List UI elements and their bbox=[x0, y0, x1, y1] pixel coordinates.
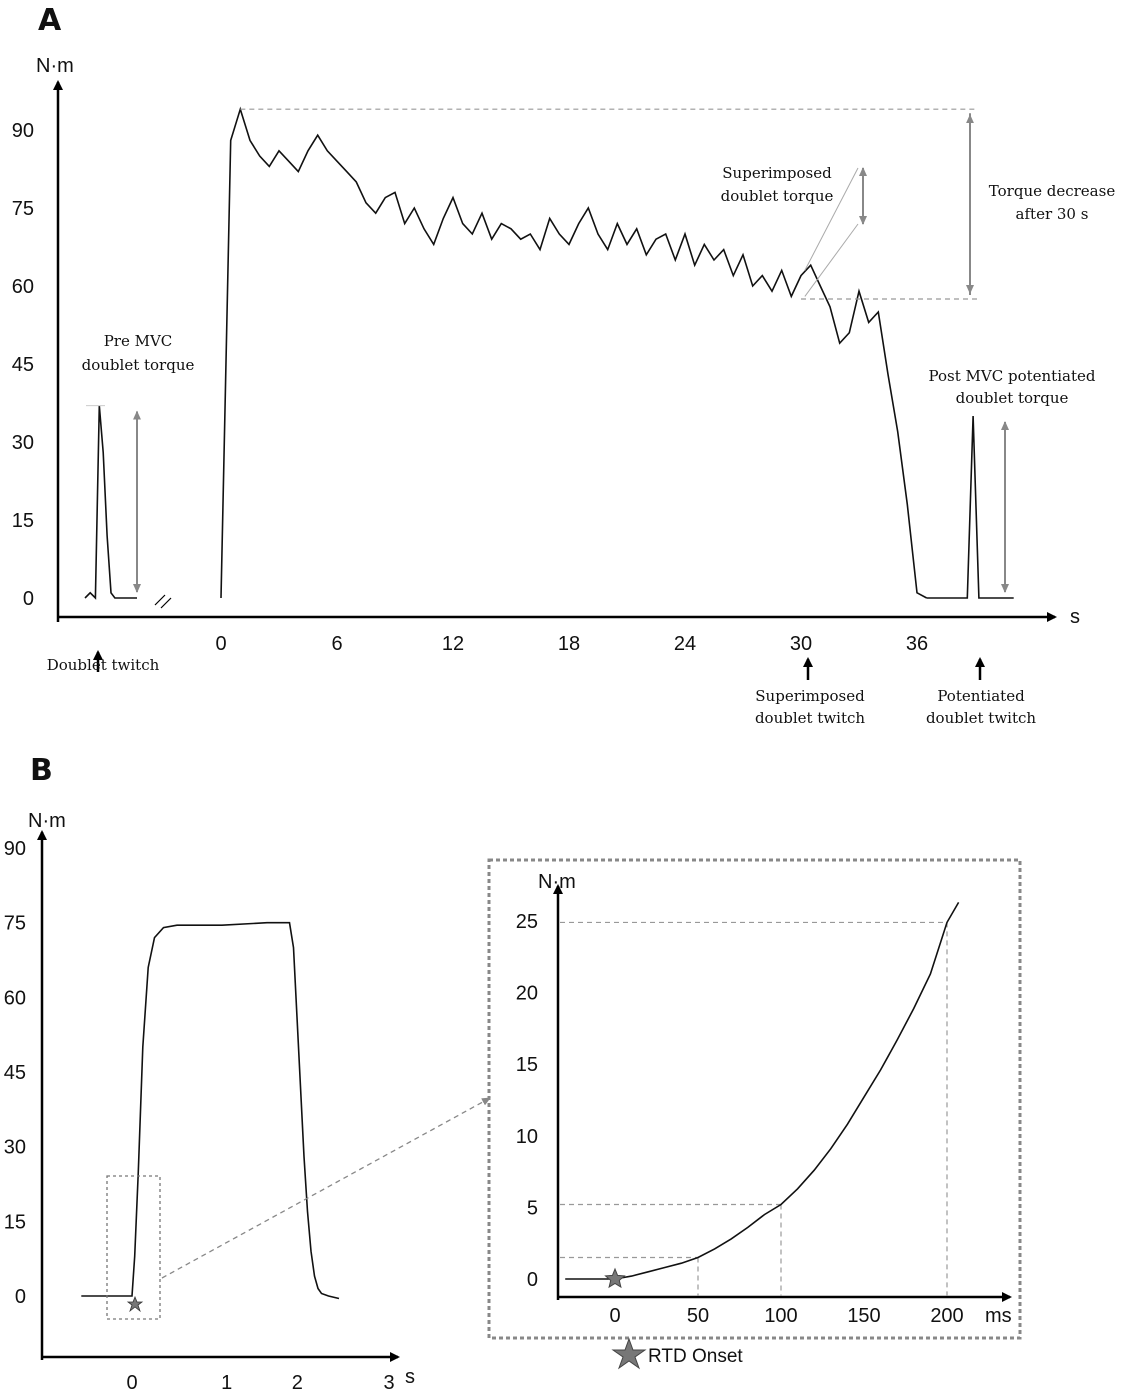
inset-ylabel: N·m bbox=[538, 871, 576, 893]
panel-b-xlabel: s bbox=[405, 1366, 415, 1388]
superimposed-guide-line bbox=[804, 167, 859, 271]
rtd-onset-star-icon bbox=[126, 1295, 144, 1313]
axis-break-mark bbox=[160, 597, 172, 609]
zoom-region-box bbox=[106, 1175, 161, 1320]
panel-a-ylabel: N·m bbox=[36, 55, 74, 77]
panel-a-y-tick-label: 0 bbox=[23, 588, 34, 610]
panel-a-y-tick-label: 45 bbox=[12, 354, 34, 376]
inset-torque-trace bbox=[565, 901, 960, 1280]
inset-y-tick-label: 0 bbox=[527, 1269, 538, 1291]
rtd-onset-legend-label: RTD Onset bbox=[648, 1346, 743, 1367]
panel-b-y-tick-label: 0 bbox=[15, 1286, 26, 1308]
superimposed-twitch-label-line1: Superimposed bbox=[755, 687, 865, 705]
pre-mvc-label-line2: doublet torque bbox=[82, 356, 195, 374]
panel-a-x-tick-label: 30 bbox=[790, 633, 812, 655]
inset-y-tick-label: 25 bbox=[516, 911, 538, 933]
pre-mvc-twitch-trace bbox=[84, 405, 137, 600]
inset-y-ticks: 0 5 10 15 20 25 bbox=[516, 911, 538, 1291]
inset-plot bbox=[560, 901, 960, 1296]
panel-a-y-ticks: 0 15 30 45 60 75 90 bbox=[12, 120, 34, 610]
panel-a-x-tick-label: 0 bbox=[215, 633, 226, 655]
panel-b-x-tick-label: 0 bbox=[126, 1372, 137, 1394]
panel-a-y-tick-label: 75 bbox=[12, 198, 34, 220]
panel-b-plot bbox=[81, 921, 340, 1313]
panel-b-x-tick-label: 3 bbox=[383, 1372, 394, 1394]
post-mvc-twitch-trace bbox=[926, 415, 1014, 599]
superimposed-torque-label-line2: doublet torque bbox=[721, 187, 834, 205]
post-mvc-label-line2: doublet torque bbox=[956, 389, 1069, 407]
panel-a-y-tick-label: 30 bbox=[12, 432, 34, 454]
inset-y-tick-label: 15 bbox=[516, 1054, 538, 1076]
superimposed-torque-label-line1: Superimposed bbox=[722, 164, 832, 182]
panel-a-y-tick-label: 60 bbox=[12, 276, 34, 298]
mvc-torque-trace bbox=[220, 106, 928, 599]
panel-a-x-ticks: 0 6 12 18 24 30 36 bbox=[215, 633, 928, 655]
panel-a-y-tick-label: 90 bbox=[12, 120, 34, 142]
post-mvc-label-line1: Post MVC potentiated bbox=[929, 367, 1096, 385]
inset-x-tick-label: 200 bbox=[930, 1305, 963, 1327]
panel-b-torque-trace bbox=[81, 921, 340, 1300]
doublet-twitch-label: Doublet twitch bbox=[47, 656, 160, 674]
inset-x-tick-label: 150 bbox=[847, 1305, 880, 1327]
rtd-onset-star-icon bbox=[611, 1337, 647, 1370]
inset-x-ticks: 0 50 100 150 200 bbox=[609, 1305, 963, 1327]
panel-b-y-tick-label: 90 bbox=[4, 838, 26, 860]
inset-x-tick-label: 100 bbox=[764, 1305, 797, 1327]
superimposed-twitch-label-line2: doublet twitch bbox=[755, 709, 865, 727]
superimposed-guide-line bbox=[804, 223, 859, 297]
panel-b-ylabel: N·m bbox=[28, 810, 66, 832]
zoom-connector-arrow bbox=[161, 1097, 491, 1279]
panel-b-y-tick-label: 75 bbox=[4, 913, 26, 935]
panel-a-x-tick-label: 18 bbox=[558, 633, 580, 655]
panel-a-plot bbox=[84, 106, 1014, 600]
axis-break-mark bbox=[154, 594, 166, 606]
panel-a-label: A bbox=[38, 3, 62, 38]
panel-b-label: B bbox=[30, 753, 53, 788]
inset-x-tick-label: 50 bbox=[687, 1305, 709, 1327]
panel-a-xlabel: s bbox=[1070, 606, 1080, 628]
panel-a-x-tick-label: 12 bbox=[442, 633, 464, 655]
potentiated-twitch-label-line2: doublet twitch bbox=[926, 709, 1036, 727]
potentiated-twitch-label-line1: Potentiated bbox=[937, 687, 1025, 705]
pre-mvc-label-line1: Pre MVC bbox=[104, 332, 173, 350]
panel-b-x-tick-label: 2 bbox=[292, 1372, 303, 1394]
inset-y-tick-label: 10 bbox=[516, 1126, 538, 1148]
rtd-onset-star-icon bbox=[604, 1267, 626, 1289]
inset-y-tick-label: 20 bbox=[516, 983, 538, 1005]
inset-x-tick-label: 0 bbox=[609, 1305, 620, 1327]
panel-a-x-tick-label: 36 bbox=[906, 633, 928, 655]
panel-b-y-tick-label: 45 bbox=[4, 1062, 26, 1084]
panel-b-x-ticks: 0 1 2 3 bbox=[126, 1372, 394, 1394]
panel-a-x-tick-label: 24 bbox=[674, 633, 696, 655]
inset-frame bbox=[487, 858, 1022, 1340]
panel-b-x-tick-label: 1 bbox=[221, 1372, 232, 1394]
panel-a-x-tick-label: 6 bbox=[331, 633, 342, 655]
panel-b-y-ticks: 0 15 30 45 60 75 90 bbox=[4, 838, 26, 1308]
panel-b-y-tick-label: 15 bbox=[4, 1211, 26, 1233]
panel-a-y-tick-label: 15 bbox=[12, 510, 34, 532]
inset-y-tick-label: 5 bbox=[527, 1197, 538, 1219]
inset-xlabel: ms bbox=[985, 1305, 1012, 1327]
torque-decrease-label-line1: Torque decrease bbox=[989, 182, 1116, 200]
panel-b-y-tick-label: 30 bbox=[4, 1137, 26, 1159]
panel-b-y-tick-label: 60 bbox=[4, 987, 26, 1009]
torque-decrease-label-line2: after 30 s bbox=[1016, 205, 1089, 223]
